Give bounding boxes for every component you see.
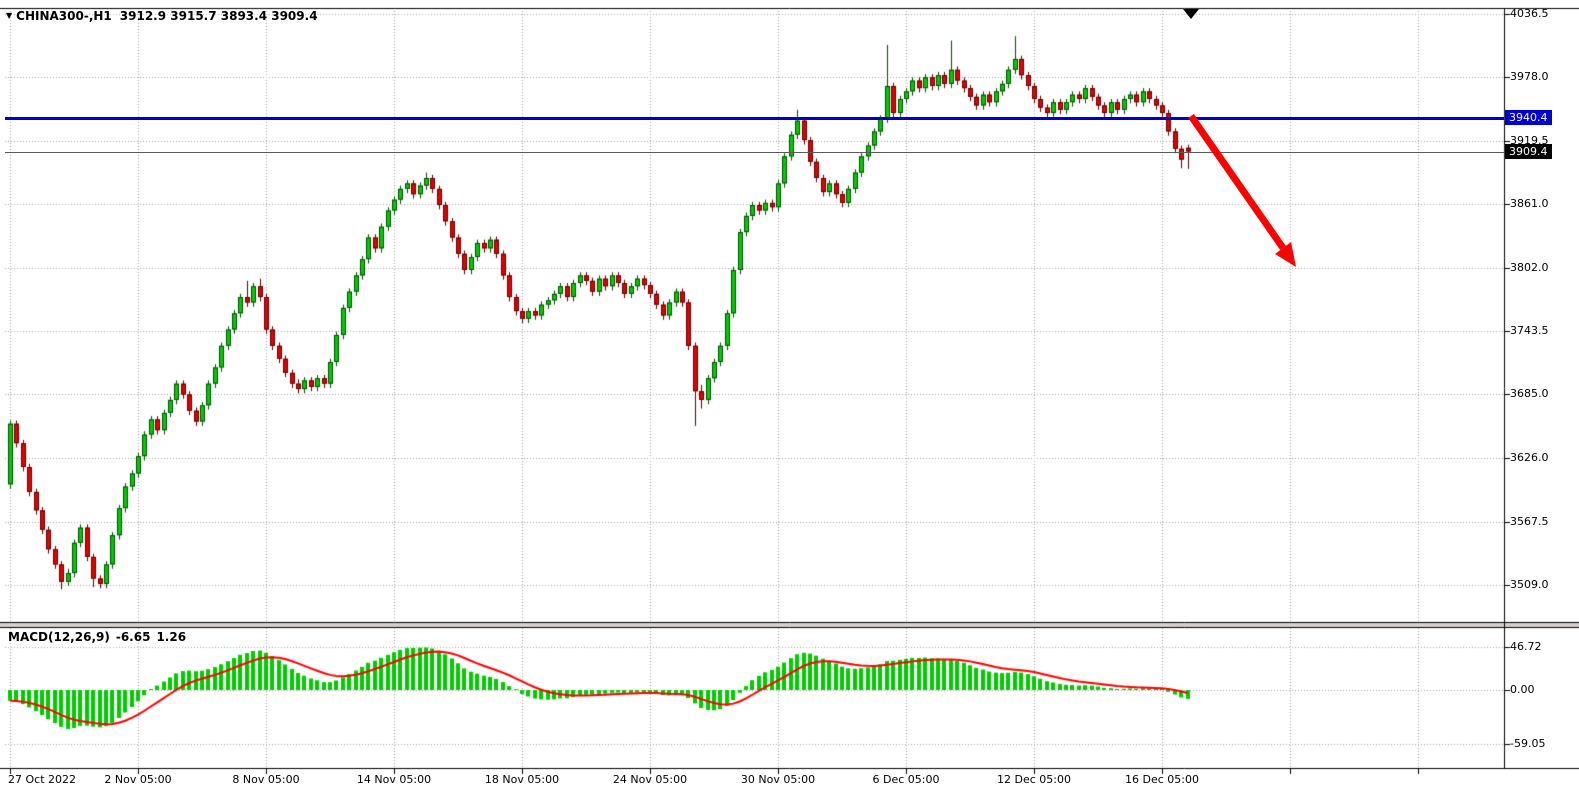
indicator-macd-value: -6.65: [115, 630, 151, 644]
hline-price-tag[interactable]: 3940.4: [1505, 110, 1552, 125]
price-scale-label: 3743.5: [1510, 324, 1549, 337]
time-scale-label: 6 Dec 05:00: [872, 773, 940, 786]
time-scale-label: 14 Nov 05:00: [356, 773, 432, 786]
symbol-dropdown-icon[interactable]: ▼: [6, 11, 13, 20]
symbol-period-label: CHINA300-,H1: [16, 9, 112, 23]
price-scale-label: 3919.5: [1510, 134, 1549, 147]
trend-arrow-object[interactable]: [1183, 108, 1318, 283]
indicator-signal-value: 1.26: [156, 630, 187, 644]
price-scale-label: 3978.0: [1510, 70, 1549, 83]
price-scale-label: 3626.0: [1510, 451, 1549, 464]
resistance-hline-object[interactable]: [5, 117, 1504, 120]
time-scale-label: 30 Nov 05:00: [740, 773, 816, 786]
macd-scale-label: 46.72: [1510, 640, 1542, 653]
time-scale-label: 2 Nov 05:00: [104, 773, 172, 786]
time-scale-label: 16 Dec 05:00: [1125, 773, 1199, 786]
price-scale-label: 3861.0: [1510, 197, 1549, 210]
macd-scale-label: -59.05: [1510, 737, 1546, 750]
bid-price-line: [5, 152, 1504, 153]
time-scale-label: 8 Nov 05:00: [232, 773, 300, 786]
ohlc-values: 3912.9 3915.7 3893.4 3909.4: [119, 9, 318, 23]
time-scale-label: 12 Dec 05:00: [997, 773, 1071, 786]
indicator-label: MACD(12,26,9) -6.65 1.26: [8, 630, 192, 644]
chart-title: ▼ CHINA300-,H1 3912.9 3915.7 3893.4 3909.4: [6, 9, 318, 23]
price-scale-label: 3509.0: [1510, 578, 1549, 591]
indicator-name: MACD(12,26,9): [8, 630, 110, 644]
macd-scale-label: 0.00: [1510, 683, 1535, 696]
price-scale-label: 3802.0: [1510, 261, 1549, 274]
chart-shift-marker-icon[interactable]: [1183, 9, 1199, 19]
time-scale-label: 18 Nov 05:00: [484, 773, 560, 786]
price-scale-label: 3567.5: [1510, 515, 1549, 528]
time-scale-label: 24 Nov 05:00: [612, 773, 688, 786]
price-scale-label: 3685.0: [1510, 387, 1549, 400]
bid-price-tag: 3909.4: [1505, 144, 1552, 159]
time-scale-label: 27 Oct 2022: [8, 773, 77, 786]
price-scale-label: 4036.5: [1510, 7, 1549, 20]
